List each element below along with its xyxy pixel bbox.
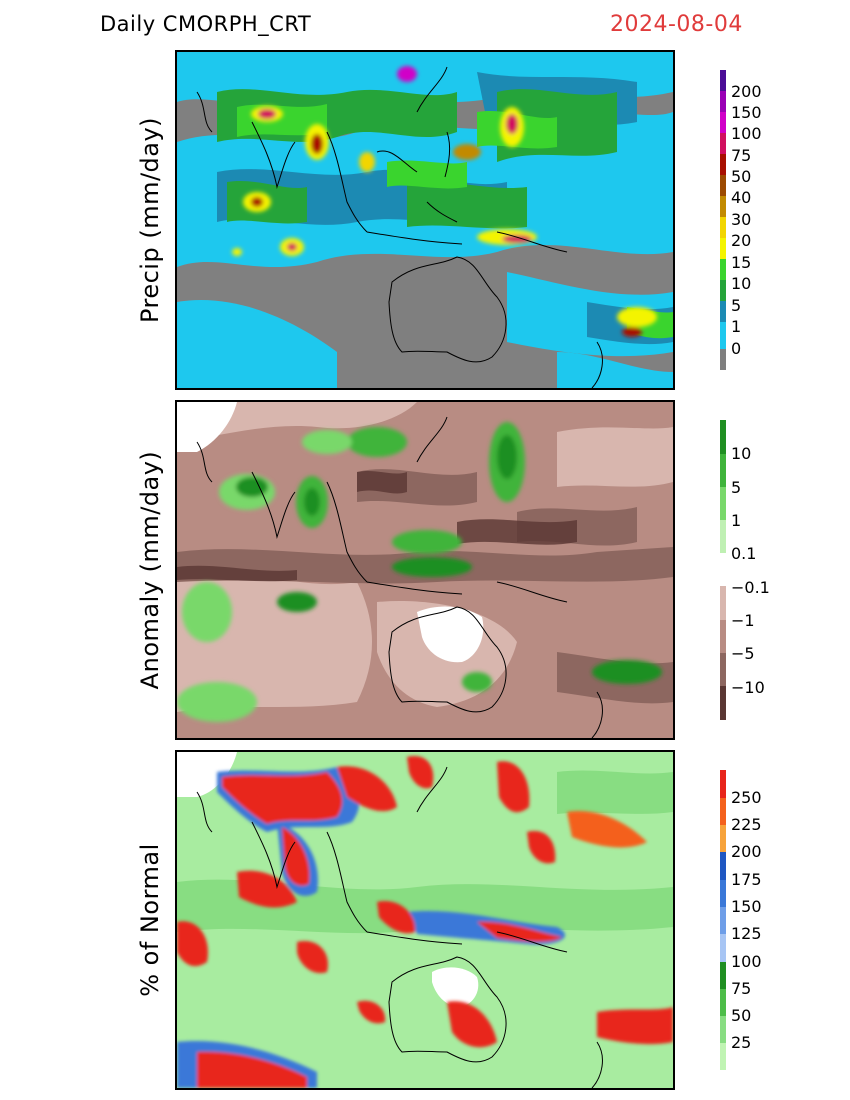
precip-tick: 150 xyxy=(731,103,762,122)
precip-tick: 15 xyxy=(731,253,752,272)
percent-tick: 75 xyxy=(731,979,752,998)
precip-axis-label: Precip (mm/day) xyxy=(136,116,164,324)
percent-tick: 175 xyxy=(731,870,762,889)
anomaly-map xyxy=(175,400,675,740)
precip-colorbar xyxy=(720,70,726,370)
percent-colorbar xyxy=(720,770,726,1070)
precip-tick: 75 xyxy=(731,146,752,165)
precip-tick: 40 xyxy=(731,188,752,207)
precip-tick: 0 xyxy=(731,339,742,358)
percent-tick: 50 xyxy=(731,1006,752,1025)
percent-tick: 225 xyxy=(731,815,762,834)
precip-tick: 100 xyxy=(731,124,762,143)
precip-tick: 10 xyxy=(731,274,752,293)
product-title: Daily CMORPH_CRT xyxy=(100,12,312,36)
precip-tick: 20 xyxy=(731,231,752,250)
anomaly-colorbar xyxy=(720,420,726,720)
anomaly-tick: −10 xyxy=(731,678,765,697)
percent-tick: 150 xyxy=(731,897,762,916)
percent-tick: 100 xyxy=(731,952,762,971)
anomaly-tick: 10 xyxy=(731,444,752,463)
percent-map xyxy=(175,750,675,1090)
anomaly-tick: 5 xyxy=(731,478,742,497)
anomaly-tick: −5 xyxy=(731,644,755,663)
date-label: 2024-08-04 xyxy=(610,12,743,37)
precip-map xyxy=(175,50,675,390)
percent-axis-label: % of Normal xyxy=(136,843,164,997)
precip-tick: 50 xyxy=(731,167,752,186)
anomaly-tick: −1 xyxy=(731,611,755,630)
precip-tick: 30 xyxy=(731,210,752,229)
anomaly-axis-label: Anomaly (mm/day) xyxy=(136,450,164,690)
percent-tick: 200 xyxy=(731,842,762,861)
precip-tick: 5 xyxy=(731,296,742,315)
anomaly-tick: 0.1 xyxy=(731,544,757,563)
precip-tick: 200 xyxy=(731,82,762,101)
percent-tick: 25 xyxy=(731,1033,752,1052)
anomaly-tick: 1 xyxy=(731,511,742,530)
percent-tick: 125 xyxy=(731,924,762,943)
precip-tick: 1 xyxy=(731,317,742,336)
percent-tick: 250 xyxy=(731,788,762,807)
anomaly-tick: −0.1 xyxy=(731,578,770,597)
